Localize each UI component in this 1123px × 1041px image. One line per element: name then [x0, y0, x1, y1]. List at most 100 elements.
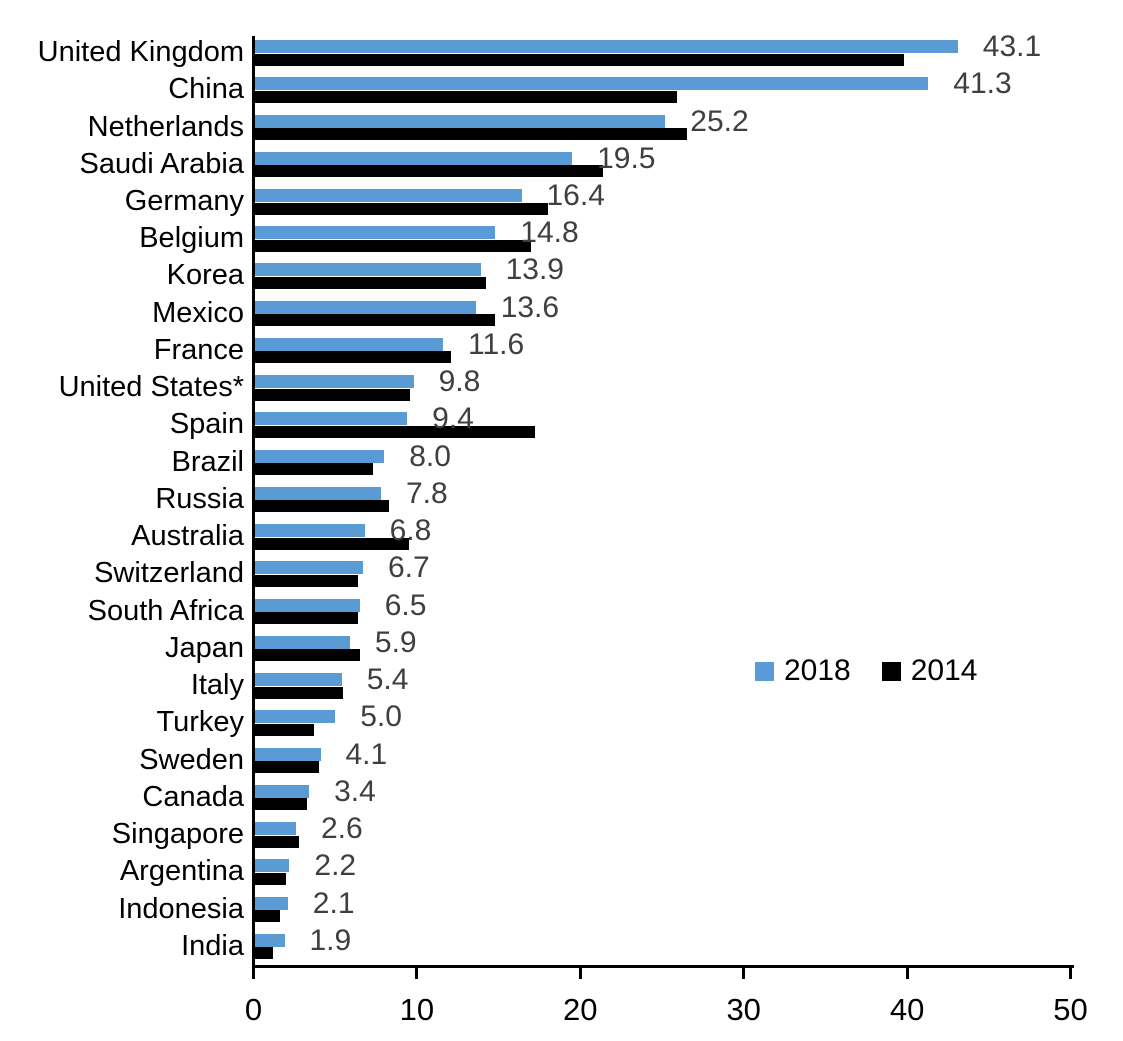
y-axis-line	[251, 36, 255, 968]
x-tick-label: 0	[244, 992, 263, 1027]
bar-2018	[253, 189, 522, 202]
value-label: 7.8	[406, 476, 448, 510]
value-label: 4.1	[345, 737, 388, 771]
value-label: 11.6	[468, 327, 525, 361]
x-tick-mark	[905, 968, 909, 979]
bar-2014	[253, 574, 359, 587]
value-label: 9.4	[432, 402, 474, 436]
x-tick-mark	[742, 968, 746, 979]
bar-2018	[253, 412, 408, 426]
bar-2018	[253, 933, 285, 947]
legend-label-2014: 2014	[910, 654, 978, 687]
bar-2018	[253, 896, 288, 910]
category-label: Singapore	[111, 818, 244, 850]
value-label: 2.1	[312, 886, 355, 920]
x-tick-label: 20	[563, 992, 598, 1027]
bar-2018	[253, 598, 360, 612]
bar-2014	[253, 835, 300, 848]
category-label: France	[153, 333, 244, 366]
bar-2014	[253, 351, 452, 364]
x-tick-label: 40	[889, 992, 925, 1027]
bar-2014	[253, 53, 904, 66]
bar-2018	[253, 114, 666, 128]
category-label: Spain	[169, 408, 244, 441]
bar-2014	[253, 165, 604, 178]
value-label: 13.6	[500, 290, 560, 324]
bar-2014	[253, 500, 390, 513]
bar-2014	[253, 910, 280, 922]
value-label: 6.5	[384, 588, 427, 622]
bar-2014	[253, 388, 411, 401]
x-tick-mark	[578, 968, 582, 979]
x-tick-mark	[252, 968, 255, 979]
value-label: 2.6	[321, 812, 363, 845]
bar-2014	[253, 761, 319, 774]
bar-2014	[253, 425, 535, 438]
bar-2014	[253, 612, 359, 625]
bar-2018	[253, 40, 958, 53]
value-label: 3.4	[334, 774, 376, 808]
bar-2018	[253, 859, 290, 873]
bar-2018	[253, 151, 573, 165]
bar-2014	[253, 649, 360, 662]
bar-2018	[253, 77, 929, 91]
category-label: Turkey	[156, 706, 244, 739]
category-label: Canada	[142, 780, 244, 813]
category-label: Australia	[131, 520, 244, 553]
category-label: India	[181, 929, 244, 962]
category-label: Korea	[166, 259, 244, 292]
bar-2014	[253, 239, 532, 252]
bar-2014	[253, 90, 677, 103]
x-tick-label: 30	[726, 992, 761, 1027]
bar-2018	[253, 784, 310, 798]
value-label: 9.8	[438, 365, 481, 399]
x-tick-mark	[1069, 968, 1072, 979]
x-tick-mark	[415, 968, 419, 979]
legend: 2018 2014	[755, 656, 978, 686]
value-label: 1.9	[309, 923, 352, 957]
legend-label-2018: 2018	[784, 654, 851, 687]
category-label: Italy	[190, 669, 244, 702]
category-label: China	[168, 73, 244, 106]
bar-2018	[253, 375, 414, 389]
legend-item-2018: 2018	[755, 656, 851, 686]
legend-swatch-2014	[881, 661, 901, 681]
bar-2014	[253, 947, 274, 960]
legend-item-2014: 2014	[881, 654, 978, 687]
category-label: Netherlands	[87, 110, 244, 143]
bar-2018	[253, 524, 365, 538]
bar-2014	[253, 723, 314, 736]
bar-2014	[253, 537, 409, 550]
bar-2014	[253, 872, 287, 885]
bar-2014	[253, 463, 373, 476]
category-label: Japan	[164, 631, 244, 664]
bar-2014	[253, 202, 548, 215]
bar-2018	[253, 747, 321, 761]
bar-2014	[253, 314, 496, 327]
x-axis-line	[251, 965, 1074, 968]
value-label: 43.1	[982, 30, 1042, 63]
value-label: 5.0	[360, 700, 402, 734]
bar-2018	[253, 673, 342, 687]
category-label: Saudi Arabia	[79, 147, 244, 180]
category-label: Indonesia	[118, 892, 244, 925]
x-tick-label: 10	[399, 992, 435, 1027]
category-label: Germany	[124, 185, 244, 217]
bar-2018	[253, 635, 350, 649]
value-label: 6.8	[389, 514, 432, 548]
category-label: Brazil	[171, 445, 244, 478]
value-label: 8.0	[409, 439, 451, 473]
value-label: 19.5	[597, 141, 656, 175]
value-label: 5.4	[366, 663, 409, 697]
value-label: 6.7	[388, 551, 430, 585]
value-label: 2.2	[314, 849, 357, 883]
category-label: Russia	[155, 482, 244, 515]
category-label: Belgium	[139, 222, 244, 255]
value-label: 16.4	[546, 179, 605, 212]
bar-2018	[253, 337, 443, 351]
category-label: South Africa	[87, 594, 244, 627]
value-label: 5.9	[374, 625, 417, 659]
value-label: 13.9	[505, 253, 564, 287]
bar-2018	[253, 710, 336, 724]
bar-2014	[253, 686, 344, 699]
